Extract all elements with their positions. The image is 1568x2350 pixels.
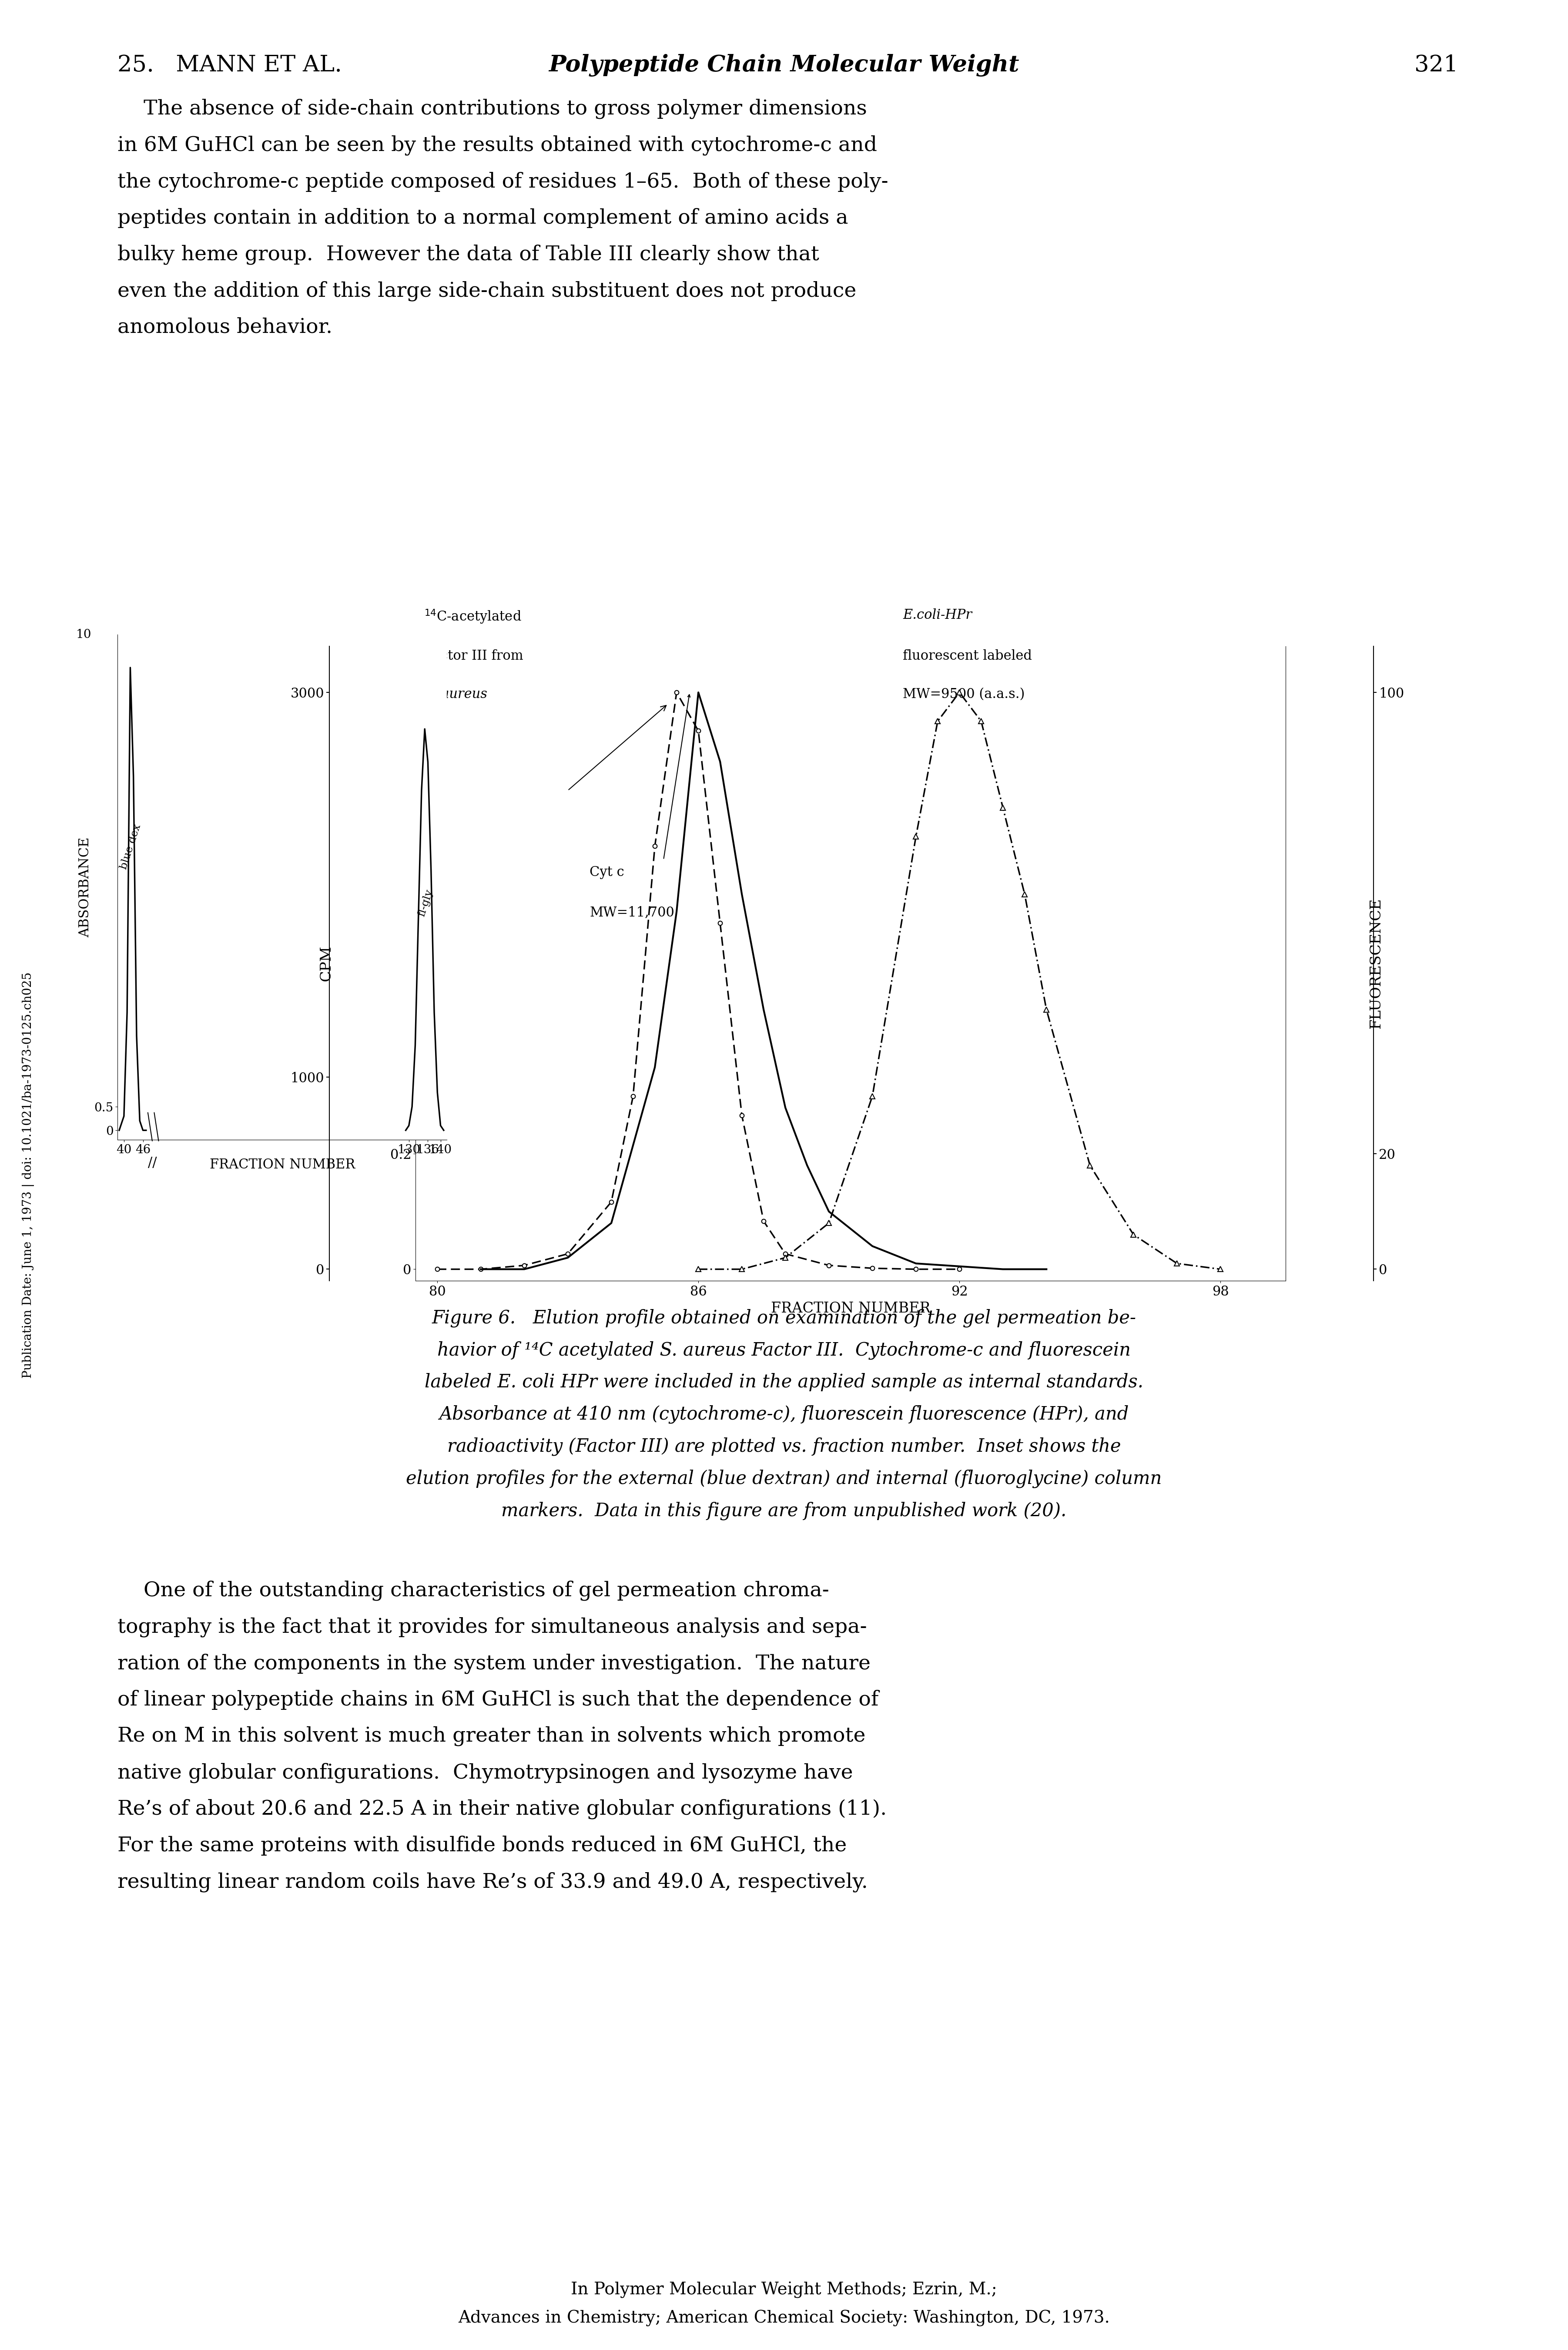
Text: The absence of side-chain contributions to gross polymer dimensions: The absence of side-chain contributions …: [118, 99, 867, 120]
Text: Figure 6.   Elution profile obtained on examination of the gel permeation be-: Figure 6. Elution profile obtained on ex…: [431, 1309, 1137, 1328]
Text: ration of the components in the system under investigation.  The nature: ration of the components in the system u…: [118, 1654, 870, 1673]
Text: tography is the fact that it provides for simultaneous analysis and sepa-: tography is the fact that it provides fo…: [118, 1617, 867, 1638]
Text: Polypeptide Chain Molecular Weight: Polypeptide Chain Molecular Weight: [549, 54, 1019, 78]
Text: Advances in Chemistry; American Chemical Society: Washington, DC, 1973.: Advances in Chemistry; American Chemical…: [458, 2310, 1110, 2326]
Text: FLUORESCENCE: FLUORESCENCE: [1369, 898, 1383, 1029]
Text: of linear polypeptide chains in 6M GuHCl is such that the dependence of: of linear polypeptide chains in 6M GuHCl…: [118, 1690, 878, 1711]
Text: labeled E. coli HPr were included in the applied sample as internal standards.: labeled E. coli HPr were included in the…: [425, 1372, 1143, 1391]
Text: peptides contain in addition to a normal complement of amino acids a: peptides contain in addition to a normal…: [118, 209, 848, 228]
Text: Re on M in this solvent is much greater than in solvents which promote: Re on M in this solvent is much greater …: [118, 1727, 866, 1746]
X-axis label: FRACTION NUMBER: FRACTION NUMBER: [210, 1159, 354, 1173]
Text: MW=11,700: MW=11,700: [590, 905, 674, 919]
Text: 10: 10: [75, 630, 91, 642]
Text: in 6M GuHCl can be seen by the results obtained with cytochrome-c and: in 6M GuHCl can be seen by the results o…: [118, 134, 877, 155]
Text: Absorbance at 410 nm (cytochrome-c), fluorescein fluorescence (HPr), and: Absorbance at 410 nm (cytochrome-c), flu…: [439, 1405, 1129, 1424]
Text: Publication Date: June 1, 1973 | doi: 10.1021/ba-1973-0125.ch025: Publication Date: June 1, 1973 | doi: 10…: [22, 973, 34, 1377]
X-axis label: FRACTION NUMBER: FRACTION NUMBER: [771, 1302, 930, 1316]
Text: MW=9500 (a.a.s.): MW=9500 (a.a.s.): [903, 689, 1025, 700]
Text: One of the outstanding characteristics of gel permeation chroma-: One of the outstanding characteristics o…: [118, 1582, 829, 1600]
Text: $^{14}$C-acetylated: $^{14}$C-acetylated: [425, 609, 522, 625]
Text: fl-gly: fl-gly: [416, 888, 434, 919]
Y-axis label: ABSORBANCE: ABSORBANCE: [78, 837, 91, 938]
Text: CPM: CPM: [320, 945, 334, 982]
Text: For the same proteins with disulfide bonds reduced in 6M GuHCl, the: For the same proteins with disulfide bon…: [118, 1835, 847, 1857]
Text: radioactivity (Factor III) are plotted vs. fraction number.  Inset shows the: radioactivity (Factor III) are plotted v…: [447, 1438, 1121, 1455]
Text: S. aureus: S. aureus: [425, 689, 488, 700]
Text: fluorescent labeled: fluorescent labeled: [903, 649, 1032, 663]
Text: E.coli-HPr: E.coli-HPr: [903, 609, 972, 623]
Text: resulting linear random coils have Re’s of 33.9 and 49.0 A, respectively.: resulting linear random coils have Re’s …: [118, 1873, 869, 1892]
Text: even the addition of this large side-chain substituent does not produce: even the addition of this large side-cha…: [118, 282, 856, 301]
Text: Re’s of about 20.6 and 22.5 A in their native globular configurations (11).: Re’s of about 20.6 and 22.5 A in their n…: [118, 1800, 887, 1819]
Text: the cytochrome-c peptide composed of residues 1–65.  Both of these poly-: the cytochrome-c peptide composed of res…: [118, 172, 889, 193]
Text: 321: 321: [1414, 54, 1458, 75]
Text: //: //: [147, 1156, 157, 1170]
Text: Factor III from: Factor III from: [425, 649, 524, 663]
Text: blue dex: blue dex: [119, 822, 143, 869]
Text: anomolous behavior.: anomolous behavior.: [118, 317, 332, 336]
Text: bulky heme group.  However the data of Table III clearly show that: bulky heme group. However the data of Ta…: [118, 244, 820, 266]
Text: Cyt c: Cyt c: [590, 865, 624, 879]
Y-axis label: ABSORBANCE AT 410 nm: ABSORBANCE AT 410 nm: [373, 867, 387, 1060]
Text: markers.  Data in this figure are from unpublished work (20).: markers. Data in this figure are from un…: [502, 1502, 1066, 1520]
Text: havior of ¹⁴C acetylated S. aureus Factor III.  Cytochrome-c and fluorescein: havior of ¹⁴C acetylated S. aureus Facto…: [437, 1342, 1131, 1361]
Text: elution profiles for the external (blue dextran) and internal (fluoroglycine) co: elution profiles for the external (blue …: [406, 1469, 1162, 1488]
Text: 25.   MANN ET AL.: 25. MANN ET AL.: [118, 54, 342, 75]
Text: In Polymer Molecular Weight Methods; Ezrin, M.;: In Polymer Molecular Weight Methods; Ezr…: [571, 2282, 997, 2298]
Text: native globular configurations.  Chymotrypsinogen and lysozyme have: native globular configurations. Chymotry…: [118, 1762, 853, 1784]
